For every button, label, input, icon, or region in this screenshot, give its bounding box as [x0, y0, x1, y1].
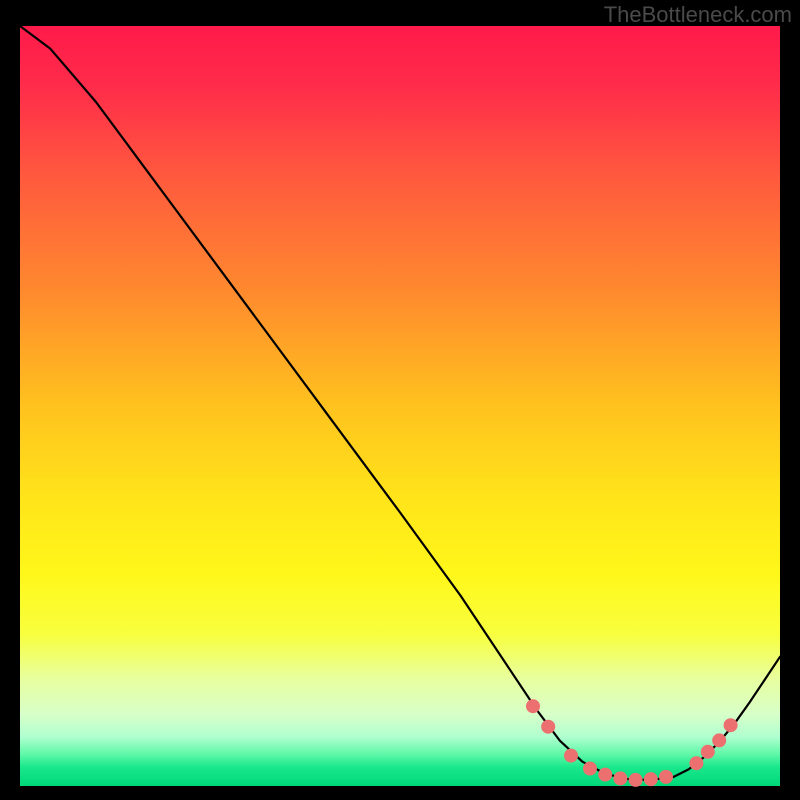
data-marker: [565, 749, 578, 762]
data-marker: [713, 734, 726, 747]
data-marker: [599, 768, 612, 781]
data-marker: [724, 719, 737, 732]
data-marker: [614, 772, 627, 785]
data-marker: [629, 773, 642, 786]
watermark-text: TheBottleneck.com: [604, 2, 792, 28]
data-marker: [584, 762, 597, 775]
data-marker: [644, 773, 657, 786]
data-marker: [690, 757, 703, 770]
chart-container: TheBottleneck.com: [0, 0, 800, 800]
data-marker: [701, 745, 714, 758]
plot-background: [20, 26, 780, 786]
data-marker: [527, 700, 540, 713]
data-marker: [542, 720, 555, 733]
bottleneck-chart: [0, 0, 800, 800]
data-marker: [660, 770, 673, 783]
